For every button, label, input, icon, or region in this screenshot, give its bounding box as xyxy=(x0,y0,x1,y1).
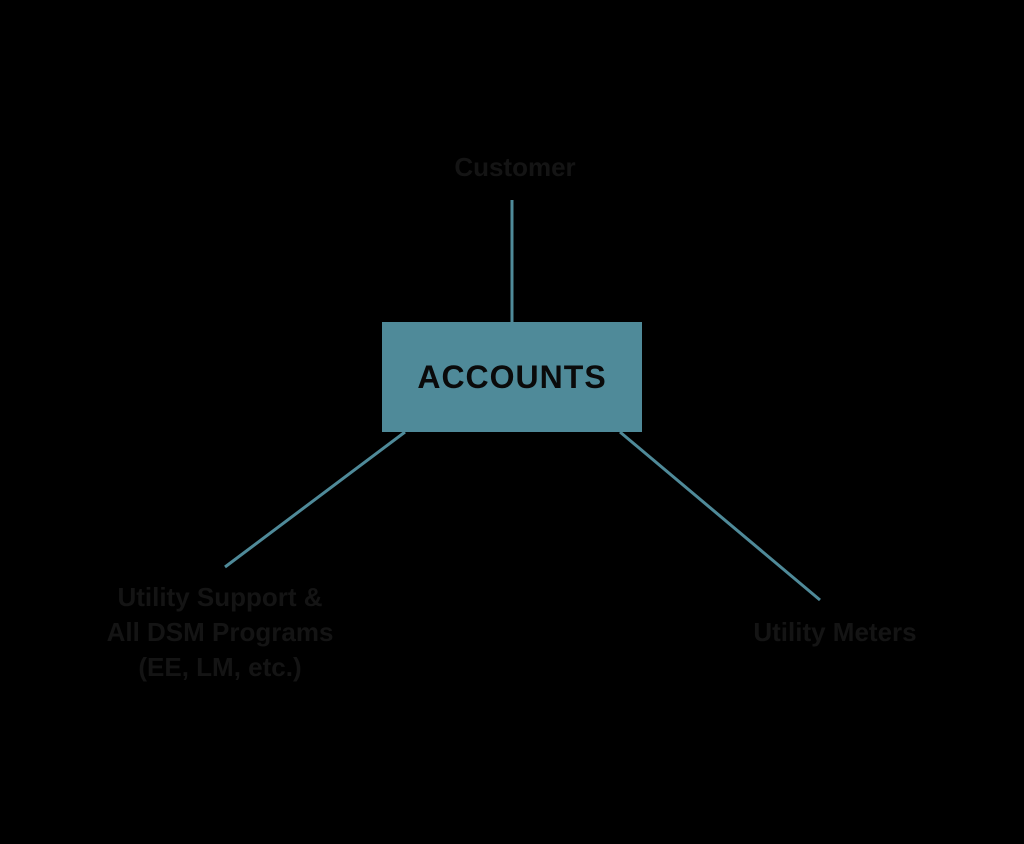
utility-meters-node: Utility Meters xyxy=(725,615,945,655)
utility-support-line1: Utility Support & xyxy=(117,582,322,612)
diagram-container: ACCOUNTS Customer Utility Support & All … xyxy=(0,0,1024,844)
accounts-label: ACCOUNTS xyxy=(417,359,606,396)
utility-support-node: Utility Support & All DSM Programs (EE, … xyxy=(75,580,365,690)
accounts-center-node: ACCOUNTS xyxy=(382,322,642,432)
utility-support-line2: All DSM Programs xyxy=(107,617,334,647)
utility-support-line3: (EE, LM, etc.) xyxy=(138,652,301,682)
customer-label: Customer xyxy=(454,152,575,182)
edge-utility-meters xyxy=(620,432,820,600)
edge-utility-support xyxy=(225,432,405,567)
utility-meters-label: Utility Meters xyxy=(753,617,916,647)
customer-node: Customer xyxy=(430,150,600,190)
